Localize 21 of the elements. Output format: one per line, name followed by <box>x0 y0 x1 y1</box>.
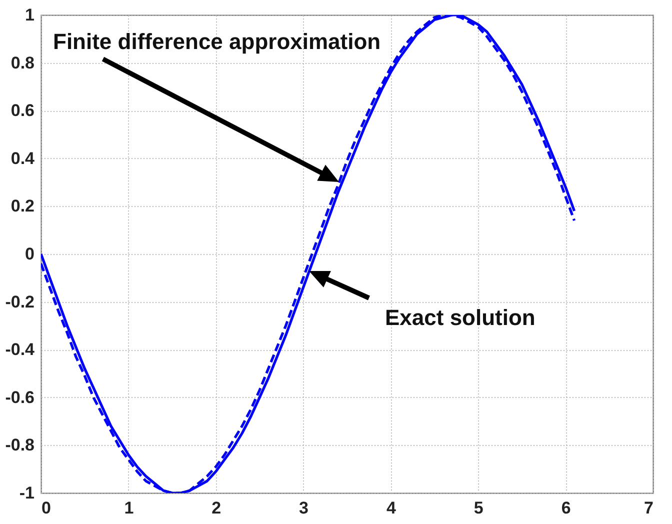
x-tick-label: 3 <box>299 498 309 518</box>
y-tick-label: 0.6 <box>10 101 34 120</box>
y-tick-label: 0 <box>25 244 34 264</box>
y-tick-label: 0.8 <box>10 53 34 72</box>
y-tick-label: -0.6 <box>5 388 34 407</box>
y-tick-label: 0.4 <box>10 148 36 168</box>
x-tick-label: 2 <box>212 498 222 518</box>
y-tick-label: 0.2 <box>10 196 34 216</box>
x-tick-label: 4 <box>386 498 396 518</box>
x-tick-label: 5 <box>474 498 484 518</box>
y-tick-label: -0.4 <box>5 340 36 360</box>
y-tick-label: 1 <box>25 6 34 24</box>
x-tick-label: 7 <box>644 498 654 518</box>
y-tick-label: -0.8 <box>5 436 34 455</box>
x-tick-label: 1 <box>124 498 134 518</box>
annotation: Finite difference approximation <box>53 29 381 54</box>
x-tick-label: 6 <box>561 498 571 518</box>
x-tick-label: 0 <box>42 498 51 518</box>
y-tick-label: -1 <box>19 484 34 502</box>
annotation: Exact solution <box>385 305 536 330</box>
y-tick-label: -0.2 <box>5 292 34 312</box>
